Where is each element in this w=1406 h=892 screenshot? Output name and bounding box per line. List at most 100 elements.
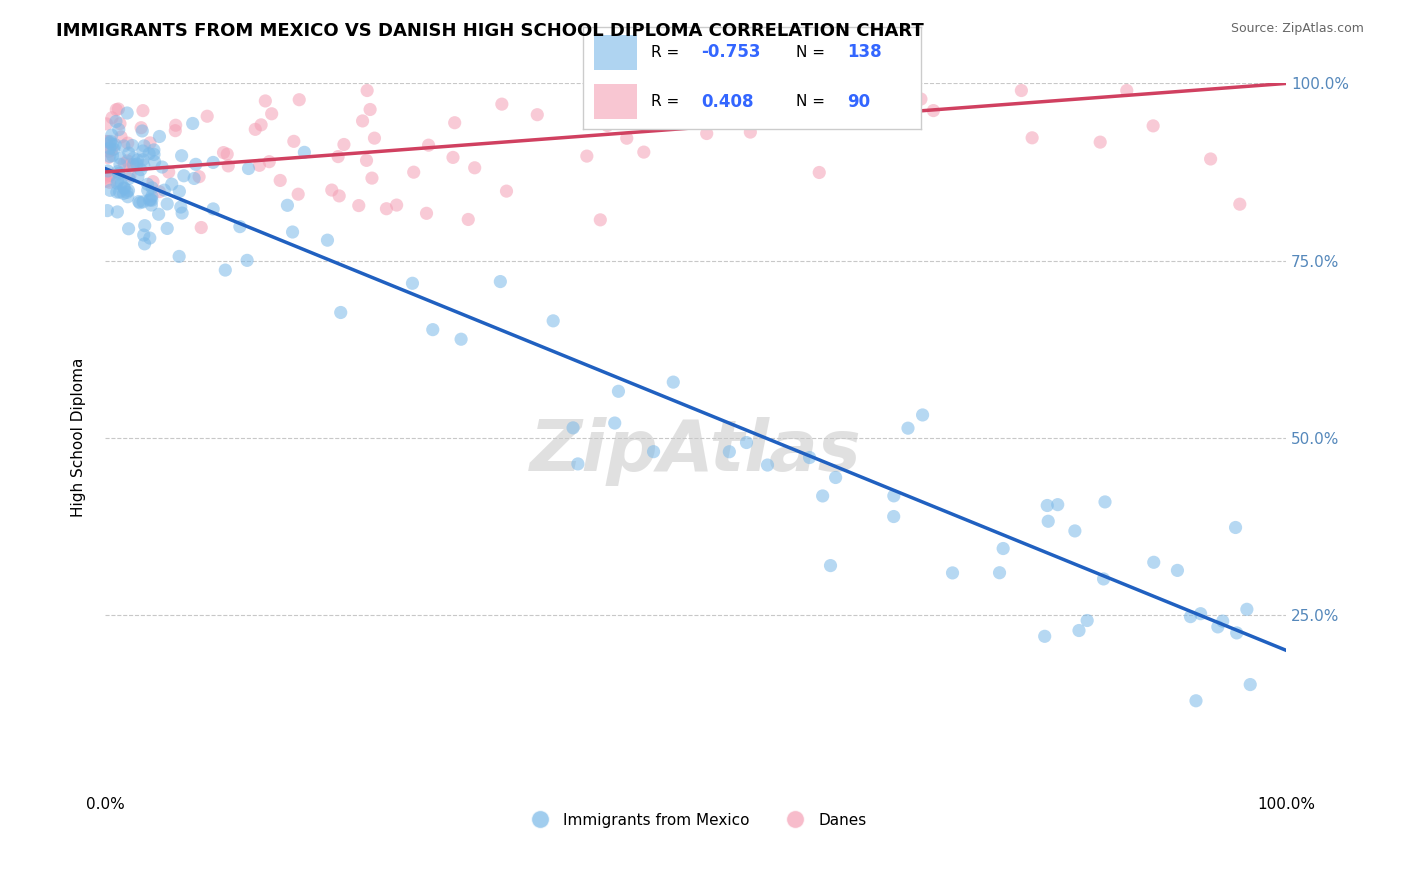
Point <box>1115 83 1137 97</box>
Point <box>121 138 143 153</box>
Point <box>139 136 162 150</box>
Point <box>910 92 932 106</box>
Point <box>259 154 281 169</box>
Point <box>115 106 138 120</box>
Point <box>142 175 165 189</box>
Point <box>107 102 129 116</box>
Point <box>359 103 381 117</box>
Point <box>860 85 883 99</box>
Text: ZipAtlas: ZipAtlas <box>530 417 862 486</box>
Point <box>108 185 131 199</box>
Point <box>156 197 179 211</box>
Point <box>236 253 259 268</box>
Point <box>541 314 564 328</box>
Point <box>1199 152 1222 166</box>
Point <box>922 103 945 118</box>
Point <box>450 332 472 346</box>
Point <box>281 225 304 239</box>
Point <box>117 153 139 168</box>
Point <box>562 421 585 435</box>
Text: 0.408: 0.408 <box>702 93 754 111</box>
Point <box>988 566 1011 580</box>
Point <box>214 263 236 277</box>
Point <box>122 157 145 171</box>
Point <box>361 171 384 186</box>
Point <box>131 124 153 138</box>
Point <box>911 408 934 422</box>
Point <box>375 202 398 216</box>
Point <box>321 183 343 197</box>
Point <box>127 153 149 167</box>
Point <box>108 157 131 171</box>
Point <box>897 421 920 435</box>
Point <box>98 136 121 150</box>
Point <box>316 233 339 247</box>
Point <box>217 147 239 161</box>
Point <box>422 323 444 337</box>
Point <box>153 183 176 197</box>
Point <box>98 183 121 197</box>
Point <box>100 128 122 143</box>
Point <box>139 231 162 245</box>
Point <box>136 183 159 197</box>
Point <box>118 146 141 161</box>
Point <box>441 150 464 164</box>
Point <box>402 165 425 179</box>
Point <box>96 135 118 149</box>
Point <box>132 144 155 158</box>
Point <box>491 97 513 112</box>
Point <box>172 206 194 220</box>
Point <box>188 169 211 184</box>
Point <box>190 220 212 235</box>
Point <box>756 458 779 472</box>
Point <box>202 155 225 169</box>
Point <box>229 219 252 234</box>
Point <box>894 109 917 123</box>
Point <box>1229 197 1251 211</box>
Point <box>96 203 118 218</box>
Point <box>385 198 408 212</box>
Point <box>238 161 260 176</box>
Point <box>1225 520 1247 534</box>
Point <box>138 146 160 161</box>
Point <box>1094 495 1116 509</box>
Point <box>799 450 821 465</box>
Point <box>107 164 129 178</box>
Point <box>363 131 385 145</box>
Legend: Immigrants from Mexico, Danes: Immigrants from Mexico, Danes <box>519 806 873 834</box>
Point <box>134 219 156 233</box>
Point <box>418 138 440 153</box>
Point <box>347 198 370 212</box>
Point <box>165 123 187 137</box>
Point <box>575 149 598 163</box>
Point <box>148 185 170 199</box>
Point <box>129 162 152 177</box>
Point <box>112 186 135 201</box>
Point <box>169 185 191 199</box>
Point <box>356 153 378 168</box>
Point <box>489 275 512 289</box>
Point <box>115 186 138 200</box>
Point <box>107 173 129 187</box>
Point <box>824 470 846 484</box>
Point <box>128 195 150 210</box>
Point <box>1166 563 1188 577</box>
Point <box>118 168 141 182</box>
FancyBboxPatch shape <box>593 84 637 119</box>
Point <box>217 159 239 173</box>
Point <box>100 168 122 182</box>
Point <box>567 457 589 471</box>
Point <box>283 134 305 148</box>
FancyBboxPatch shape <box>593 35 637 70</box>
Point <box>122 151 145 165</box>
Point <box>328 189 350 203</box>
Point <box>443 116 465 130</box>
Point <box>589 212 612 227</box>
Point <box>132 153 155 167</box>
Point <box>117 221 139 235</box>
Point <box>1033 629 1056 643</box>
Point <box>132 158 155 172</box>
Point <box>643 444 665 458</box>
Point <box>526 108 548 122</box>
Point <box>156 221 179 235</box>
